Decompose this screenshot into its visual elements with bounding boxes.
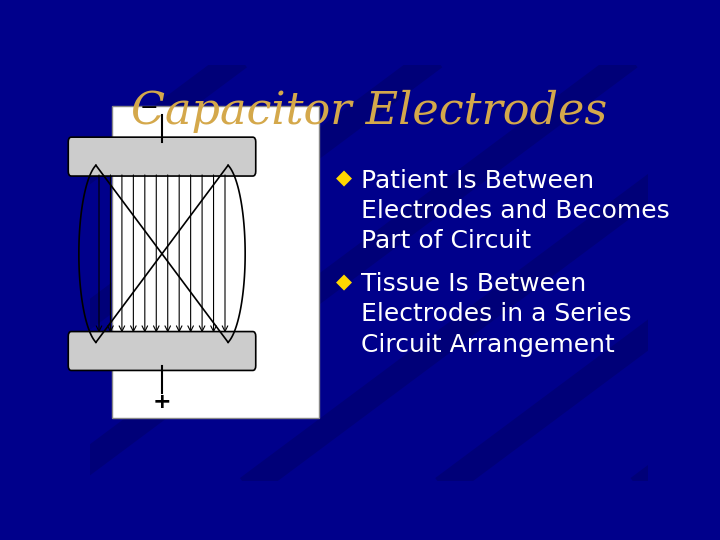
Text: Capacitor Electrodes: Capacitor Electrodes xyxy=(131,90,607,133)
Text: Part of Circuit: Part of Circuit xyxy=(361,230,531,253)
FancyBboxPatch shape xyxy=(68,137,256,176)
Text: Electrodes in a Series: Electrodes in a Series xyxy=(361,302,631,326)
Text: Electrodes and Becomes: Electrodes and Becomes xyxy=(361,199,670,223)
Text: Circuit Arrangement: Circuit Arrangement xyxy=(361,333,614,356)
Text: Patient Is Between: Patient Is Between xyxy=(361,168,594,193)
FancyBboxPatch shape xyxy=(68,332,256,370)
Text: Tissue Is Between: Tissue Is Between xyxy=(361,272,586,296)
Text: ◆: ◆ xyxy=(336,272,351,292)
Text: −: − xyxy=(140,98,158,118)
Text: +: + xyxy=(153,392,171,411)
FancyBboxPatch shape xyxy=(112,106,319,418)
Text: ◆: ◆ xyxy=(336,168,351,189)
